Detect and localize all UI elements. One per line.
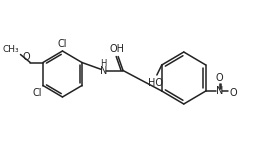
Text: CH₃: CH₃ — [3, 45, 20, 53]
Text: O: O — [229, 88, 237, 98]
Text: Cl: Cl — [32, 87, 42, 98]
Text: N: N — [100, 66, 107, 75]
Text: OH: OH — [110, 44, 125, 53]
Text: N: N — [216, 86, 223, 96]
Text: O: O — [23, 52, 30, 62]
Text: H: H — [100, 59, 107, 68]
Text: HO: HO — [148, 78, 163, 88]
Text: Cl: Cl — [58, 39, 67, 49]
Text: O: O — [216, 73, 223, 83]
